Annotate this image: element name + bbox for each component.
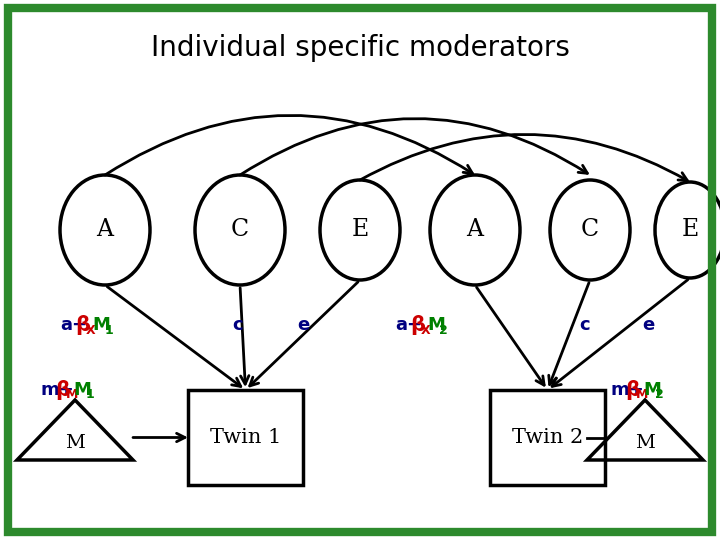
FancyArrowPatch shape [240,119,588,175]
Text: X: X [86,323,96,336]
Text: e: e [297,316,309,334]
Text: 2: 2 [655,388,664,402]
Text: c: c [580,316,590,334]
Text: 1: 1 [104,323,113,336]
Text: Twin 1: Twin 1 [210,428,282,447]
Text: Individual specific moderators: Individual specific moderators [150,34,570,62]
Text: Twin 2: Twin 2 [512,428,583,447]
Text: m+: m+ [40,381,73,399]
Bar [188,390,303,485]
Text: β: β [410,315,425,335]
Text: m+: m+ [610,381,644,399]
Text: c: c [233,316,243,334]
Text: M: M [66,388,78,402]
Text: M: M [65,434,85,451]
Text: M: M [93,316,111,334]
Bar [490,390,605,485]
Text: C: C [231,219,249,241]
FancyArrowPatch shape [360,134,688,180]
Text: M: M [635,434,655,451]
Text: 1: 1 [86,388,94,402]
Text: M: M [73,381,91,399]
Text: M: M [428,316,446,334]
Text: A: A [467,219,484,241]
Text: β: β [75,315,90,335]
Text: A: A [96,219,114,241]
Text: M: M [644,381,662,399]
Text: C: C [581,219,599,241]
Text: E: E [351,219,369,241]
Text: E: E [681,219,698,241]
FancyArrowPatch shape [105,116,472,175]
Text: 2: 2 [439,323,448,336]
Text: a+: a+ [395,316,422,334]
Text: X: X [421,323,431,336]
Text: β: β [625,380,640,400]
Text: M: M [636,388,649,402]
Text: e: e [642,316,654,334]
Text: a+: a+ [60,316,87,334]
Text: β: β [55,380,70,400]
